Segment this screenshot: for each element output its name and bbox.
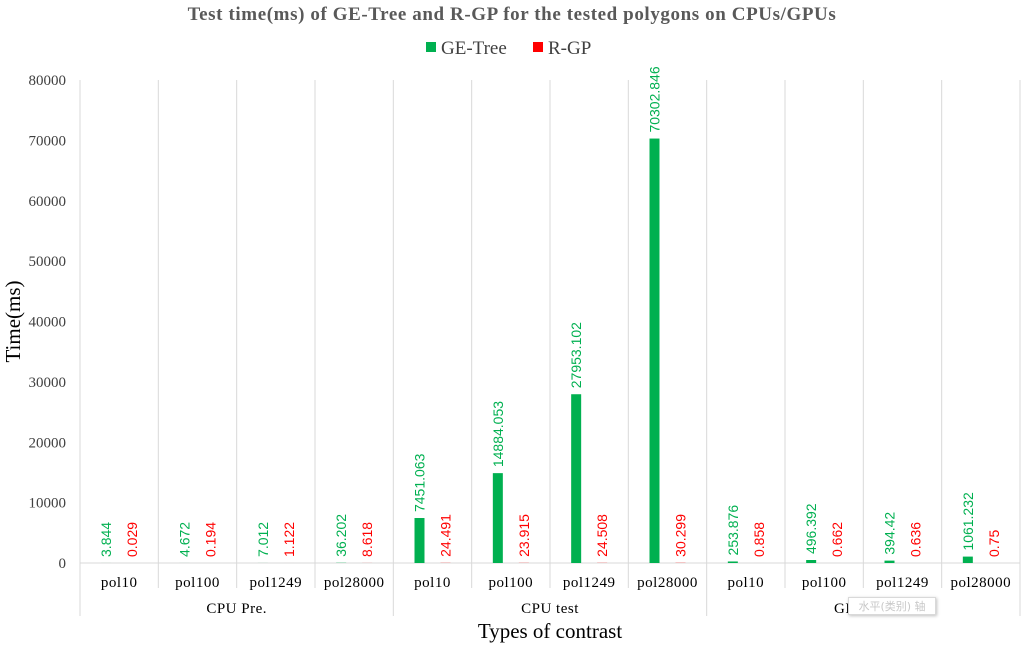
data-label-r-gp: 24.491	[438, 514, 454, 557]
x-tick-label: pol1249	[249, 575, 302, 591]
group-label: CPU test	[521, 601, 579, 617]
data-label-r-gp: 0.662	[829, 522, 845, 557]
data-label-r-gp: 0.636	[908, 522, 924, 557]
data-label-ge-tree: 7.012	[255, 522, 271, 557]
data-label-r-gp: 23.915	[516, 514, 532, 557]
y-tick-label: 50000	[29, 254, 67, 270]
data-label-ge-tree: 7451.063	[412, 453, 428, 512]
bar-ge-tree	[962, 556, 973, 563]
bar-ge-tree	[806, 560, 817, 563]
chart-title: Test time(ms) of GE-Tree and R-GP for th…	[188, 4, 837, 25]
x-tick-label: pol100	[175, 575, 220, 591]
y-tick-label: 80000	[29, 73, 67, 89]
y-tick-label: 10000	[29, 496, 67, 512]
x-tick-label: pol10	[101, 575, 138, 591]
y-axis-title: Time(ms)	[1, 280, 25, 362]
axis-tooltip: 水平(类别) 轴	[848, 597, 936, 615]
legend-swatch-r-gp	[533, 42, 543, 52]
x-tick-label: pol100	[802, 575, 847, 591]
x-tick-label: pol100	[488, 575, 533, 591]
data-label-ge-tree: 3.844	[98, 522, 114, 557]
x-tick-label: pol1249	[876, 575, 929, 591]
data-label-r-gp: 8.618	[359, 522, 375, 557]
group-label: CPU Pre.	[206, 601, 267, 617]
data-label-ge-tree: 27953.102	[568, 322, 584, 388]
data-label-ge-tree: 4.672	[177, 522, 193, 557]
x-tick-label: pol28000	[637, 575, 698, 591]
y-tick-label: 40000	[29, 315, 67, 331]
legend-swatch-ge-tree	[426, 42, 436, 52]
x-tick-label: pol28000	[324, 575, 385, 591]
bar-ge-tree	[492, 473, 503, 563]
legend-label-ge-tree: GE-Tree	[441, 38, 507, 59]
data-label-r-gp: 24.508	[594, 514, 610, 557]
x-tick-label: pol1249	[563, 575, 616, 591]
data-label-r-gp: 0.75	[986, 530, 1002, 557]
x-tick-label: pol28000	[950, 575, 1011, 591]
data-label-ge-tree: 496.392	[803, 503, 819, 554]
y-tick-label: 20000	[29, 435, 67, 451]
bar-ge-tree	[884, 560, 895, 563]
x-axis-title: Types of contrast	[478, 619, 622, 643]
x-tick-label: pol10	[727, 575, 764, 591]
data-label-ge-tree: 253.876	[725, 505, 741, 556]
bar-ge-tree	[727, 561, 738, 563]
data-label-ge-tree: 14884.053	[490, 401, 506, 467]
data-label-r-gp: 30.299	[673, 514, 689, 557]
y-tick-label: 30000	[29, 375, 67, 391]
data-label-ge-tree: 36.202	[333, 514, 349, 557]
data-label-ge-tree: 1061.232	[960, 492, 976, 551]
x-tick-label: pol10	[414, 575, 451, 591]
bar-ge-tree	[414, 518, 425, 563]
y-tick-label: 60000	[29, 194, 67, 210]
data-label-r-gp: 1.122	[281, 522, 297, 557]
data-label-r-gp: 0.029	[124, 522, 140, 557]
legend-label-r-gp: R-GP	[548, 38, 591, 59]
data-label-ge-tree: 70302.846	[647, 66, 663, 132]
bar-ge-tree	[571, 394, 582, 563]
y-tick-label: 70000	[29, 133, 67, 149]
y-tick-label: 0	[59, 556, 67, 572]
data-label-r-gp: 0.858	[751, 522, 767, 557]
bar-ge-tree	[649, 138, 660, 563]
data-label-ge-tree: 394.42	[882, 512, 898, 555]
data-label-r-gp: 0.194	[203, 522, 219, 557]
